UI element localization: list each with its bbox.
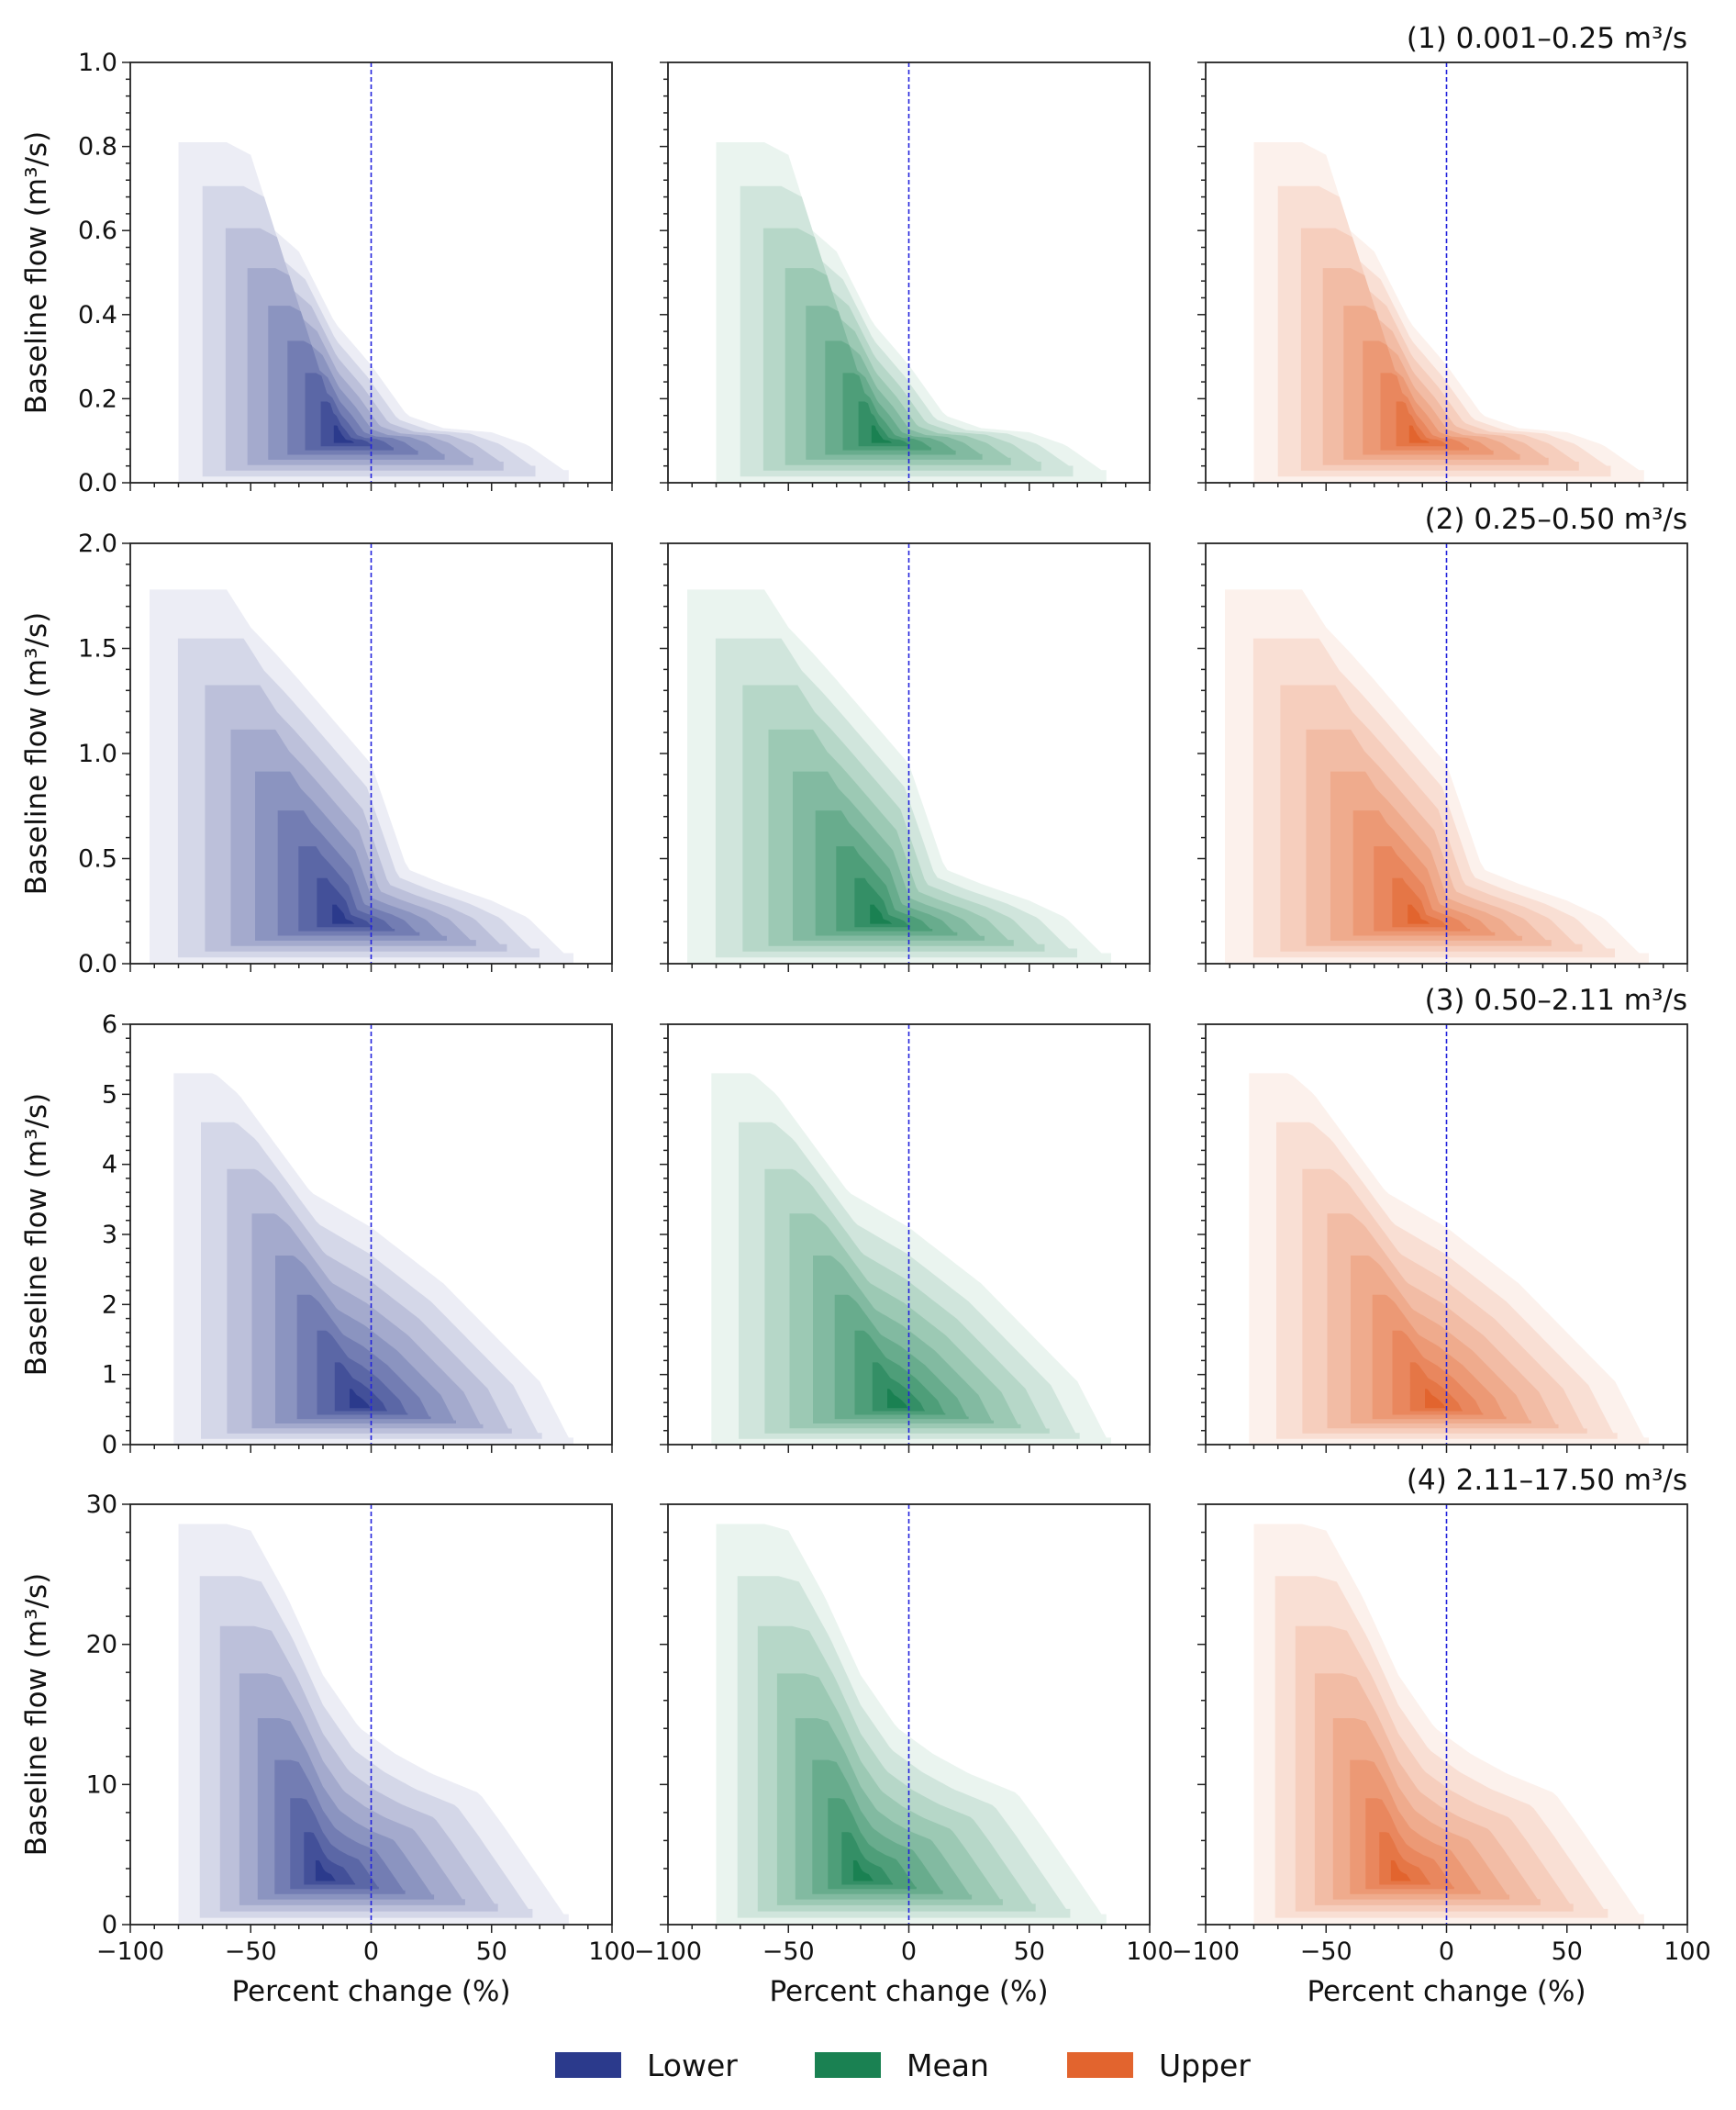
density-contour-level-9 xyxy=(871,425,892,443)
y-tick-label: 2.0 xyxy=(78,530,117,558)
y-tick-label: 5 xyxy=(102,1080,117,1109)
y-tick-label: 0.0 xyxy=(78,950,117,978)
panel-row2-lower: 0.0 0.5 1.0 1.5 2.0 xyxy=(78,530,613,978)
x-tick-label: 0 xyxy=(901,1937,917,1966)
density-contour-level-9 xyxy=(332,904,354,924)
y-tick-label: 3 xyxy=(102,1221,117,1249)
y-tick-label: 10 xyxy=(86,1770,117,1799)
y-tick-label: 4 xyxy=(102,1151,117,1179)
y-axis-label-row-3: Baseline flow (m³/s) xyxy=(20,1093,53,1376)
x-tick-label: −50 xyxy=(225,1937,277,1966)
panel-row1-mean xyxy=(660,61,1151,491)
y-tick-label: 0.5 xyxy=(78,845,117,874)
x-tick-label: 100 xyxy=(1126,1937,1174,1966)
x-tick-label: 50 xyxy=(1014,1937,1045,1966)
panel-row3-mean xyxy=(660,1023,1151,1453)
x-tick-label: −50 xyxy=(1300,1937,1352,1966)
x-tick-label: 0 xyxy=(363,1937,379,1966)
density-contour-level-9 xyxy=(333,425,354,443)
y-tick-label: 1.0 xyxy=(78,740,117,768)
panel-title-row-4: (4) 2.11–17.50 m³/s xyxy=(1407,1464,1687,1497)
y-tick-label: 20 xyxy=(86,1631,117,1659)
y-tick-label: 1 xyxy=(102,1361,117,1390)
y-tick-label: 0.8 xyxy=(78,133,117,162)
y-axis-label-row-1: Baseline flow (m³/s) xyxy=(20,131,53,414)
panel-title-row-2: (2) 0.25–0.50 m³/s xyxy=(1425,503,1687,536)
density-contour-level-9 xyxy=(1408,425,1430,443)
legend-item-upper: Upper xyxy=(1067,2048,1251,2083)
panel-row1-lower: 0.0 0.2 0.4 0.6 0.8 1.0 xyxy=(78,49,613,497)
y-tick-label: 0.2 xyxy=(78,385,117,413)
density-contour-level-8 xyxy=(872,1362,925,1412)
legend-swatch-lower xyxy=(555,2052,621,2078)
y-tick-label: 6 xyxy=(102,1010,117,1039)
density-contour-level-9 xyxy=(887,1389,908,1409)
density-contour-level-8 xyxy=(334,1362,387,1412)
y-tick-label: 0 xyxy=(102,1911,117,1939)
panel-grid: (1) 0.001–0.25 m³/s Baseline flow (m³/s) 0… xyxy=(20,22,1711,2008)
density-contour-level-8 xyxy=(320,401,373,447)
y-axis-label-row-2: Baseline flow (m³/s) xyxy=(20,612,53,895)
y-tick-label: 0.0 xyxy=(78,469,117,497)
x-tick-label: 50 xyxy=(1552,1937,1583,1966)
x-axis-label: Percent change (%) xyxy=(769,1975,1048,2008)
x-tick-label: −100 xyxy=(96,1937,164,1966)
x-tick-label: −100 xyxy=(1172,1937,1240,1966)
density-contour-level-9 xyxy=(350,1389,371,1409)
density-contour-level-8 xyxy=(1409,1362,1463,1412)
panel-row3-lower: 0 1 2 3 4 5 6 xyxy=(102,1010,613,1459)
panel-title-row-3: (3) 0.50–2.11 m³/s xyxy=(1425,984,1687,1017)
density-contour-level-9 xyxy=(315,1860,336,1881)
density-contour-level-8 xyxy=(1396,401,1448,447)
panel-row4-lower: −100 −50 0 50 100 Percent change (%) 0 10 20 30 xyxy=(86,1490,636,2008)
legend-swatch-upper xyxy=(1067,2052,1133,2078)
panel-row2-mean xyxy=(660,542,1151,972)
density-contour-level-8 xyxy=(1392,877,1449,928)
y-axis-label-row-4: Baseline flow (m³/s) xyxy=(20,1573,53,1856)
x-tick-label: −100 xyxy=(634,1937,702,1966)
legend-label-lower: Lower xyxy=(647,2048,738,2083)
y-tick-label: 1.0 xyxy=(78,49,117,77)
density-contour-level-9 xyxy=(1408,904,1430,924)
panel-row3-upper xyxy=(1197,1023,1688,1453)
y-tick-label: 0.4 xyxy=(78,301,117,329)
panel-row4-mean: −100 −50 0 50 100 Percent change (%) xyxy=(634,1503,1174,2008)
density-contour-level-8 xyxy=(858,401,910,447)
density-contour-level-9 xyxy=(1425,1389,1446,1409)
x-axis-label: Percent change (%) xyxy=(231,1975,510,2008)
density-contour-level-8 xyxy=(854,877,911,928)
panel-row4-upper: −100 −50 0 50 100 Percent change (%) xyxy=(1172,1503,1711,2008)
density-contour-level-9 xyxy=(1390,1860,1411,1881)
legend-label-mean: Mean xyxy=(907,2048,989,2083)
panel-title-row-1: (1) 0.001–0.25 m³/s xyxy=(1407,22,1687,55)
y-tick-label: 30 xyxy=(86,1490,117,1519)
y-tick-label: 0.6 xyxy=(78,217,117,245)
density-contour-level-8 xyxy=(317,877,373,928)
x-tick-label: 100 xyxy=(1664,1937,1711,1966)
x-tick-label: 100 xyxy=(588,1937,636,1966)
legend: Lower Mean Upper xyxy=(555,2048,1251,2083)
y-tick-label: 2 xyxy=(102,1290,117,1319)
y-tick-label: 1.5 xyxy=(78,635,117,664)
x-tick-label: −50 xyxy=(762,1937,815,1966)
x-tick-label: 50 xyxy=(476,1937,507,1966)
x-tick-label: 0 xyxy=(1439,1937,1454,1966)
y-tick-label: 0 xyxy=(102,1431,117,1459)
density-contour-level-9 xyxy=(870,904,892,924)
panel-row1-upper xyxy=(1197,61,1688,491)
x-axis-label: Percent change (%) xyxy=(1307,1975,1586,2008)
density-contour-level-9 xyxy=(852,1860,874,1881)
legend-item-lower: Lower xyxy=(555,2048,738,2083)
legend-item-mean: Mean xyxy=(815,2048,989,2083)
legend-swatch-mean xyxy=(815,2052,881,2078)
panel-row2-upper xyxy=(1197,542,1688,972)
legend-label-upper: Upper xyxy=(1159,2048,1251,2083)
